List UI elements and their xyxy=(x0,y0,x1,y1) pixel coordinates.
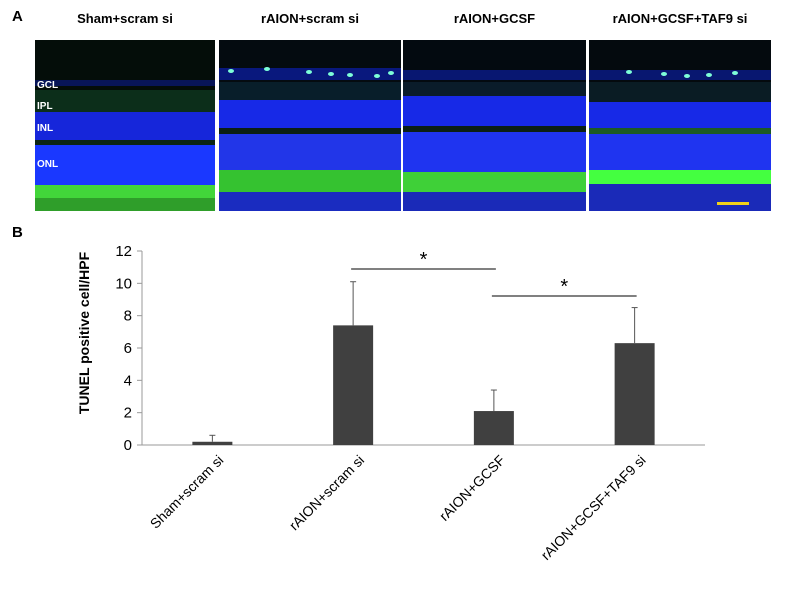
error-bars-group xyxy=(209,281,638,442)
image-title-sham: Sham+scram si xyxy=(77,11,173,26)
bar xyxy=(192,441,233,445)
category-label: rAION+scram si xyxy=(286,452,367,533)
y-tick-label: 8 xyxy=(124,308,132,325)
image-title-raion-scram: rAION+scram si xyxy=(261,11,359,26)
category-label: rAION+GCSF+TAF9 si xyxy=(537,452,648,563)
layer-label-onl: ONL xyxy=(37,159,59,170)
layer-label-inl: INL xyxy=(37,123,54,134)
micrograph-sham: GCL IPL INL ONL xyxy=(35,40,215,211)
y-axis-title: TUNEL positive cell/HPF xyxy=(76,251,92,414)
y-tick-label: 12 xyxy=(115,243,132,260)
y-tick-label: 10 xyxy=(115,275,132,292)
panel-label-a: A xyxy=(12,8,23,25)
y-axis-ticks: 0 2 4 6 8 10 12 xyxy=(115,243,142,454)
bars-group xyxy=(192,325,655,445)
category-labels: Sham+scram si rAION+scram si rAION+GCSF rAI… xyxy=(147,452,649,563)
category-label: rAION+GCSF xyxy=(436,452,508,524)
category-label: Sham+scram si xyxy=(147,452,227,532)
y-tick-label: 4 xyxy=(124,372,132,389)
layer-label-ipl: IPL xyxy=(37,101,53,112)
bar xyxy=(473,411,514,445)
micrograph-raion-gcsf-taf9 xyxy=(589,40,771,211)
y-tick-label: 2 xyxy=(124,405,132,422)
layer-label-gcl: GCL xyxy=(37,80,59,91)
bar xyxy=(614,343,655,445)
y-tick-label: 0 xyxy=(124,437,132,454)
image-title-raion-gcsf: rAION+GCSF xyxy=(453,11,536,26)
bar xyxy=(333,325,374,445)
scale-bar xyxy=(717,202,749,205)
y-tick-label: 6 xyxy=(124,340,132,357)
panel-label-b: B xyxy=(12,224,23,241)
significance-group: ** xyxy=(351,249,637,298)
image-title-raion-gcsf-taf9: rAION+GCSF+TAF9 si xyxy=(612,11,748,26)
significance-star: * xyxy=(420,249,428,271)
significance-star: * xyxy=(560,276,568,298)
micrograph-raion-scram xyxy=(219,40,401,211)
micrograph-raion-gcsf xyxy=(403,40,586,211)
